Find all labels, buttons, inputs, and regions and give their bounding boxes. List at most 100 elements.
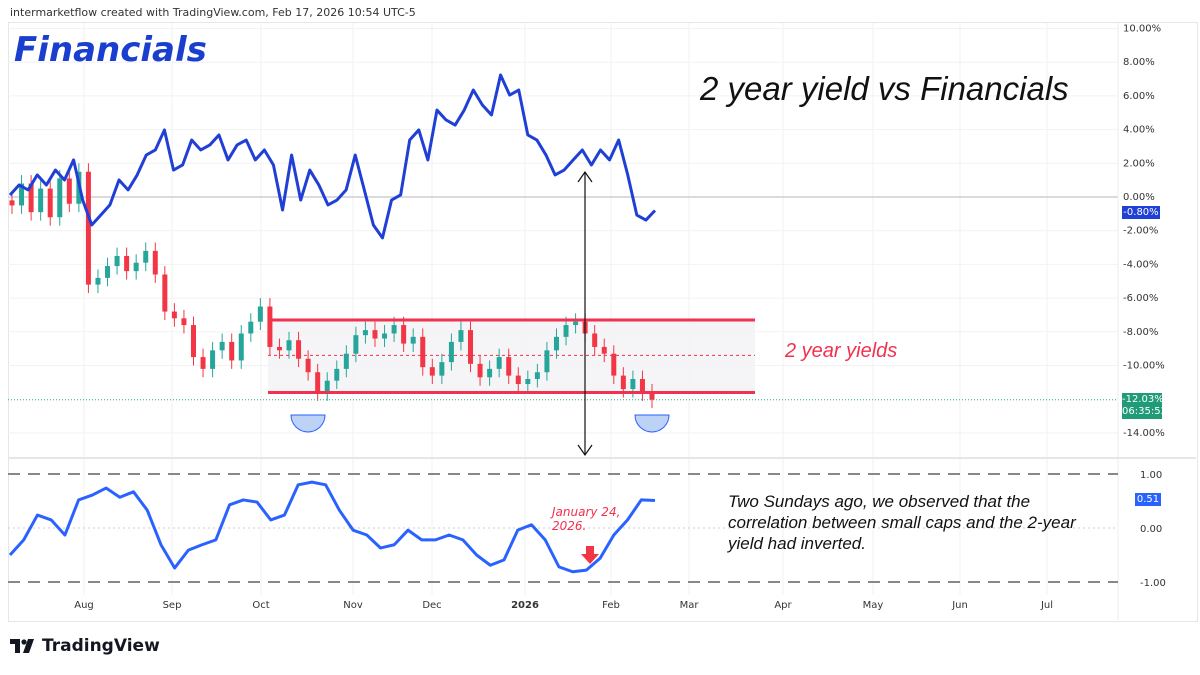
candle — [286, 340, 292, 351]
candle — [563, 325, 569, 337]
y-tick-label: -4.00% — [1123, 259, 1158, 270]
candle — [152, 250, 158, 275]
candle — [573, 321, 579, 326]
candle — [219, 341, 225, 351]
candle — [372, 330, 378, 339]
y-tick-label: 2.00% — [1123, 158, 1155, 169]
x-tick-label: Nov — [343, 600, 363, 611]
candle — [649, 392, 655, 400]
x-tick-label: Apr — [774, 600, 792, 611]
candle — [105, 266, 111, 278]
correlation-tick-label: 1.00 — [1140, 470, 1162, 481]
candle — [382, 333, 388, 339]
candle — [171, 311, 177, 319]
candle — [190, 325, 196, 358]
financials-title: Financials — [14, 30, 207, 70]
arrow-up-head — [577, 170, 593, 183]
x-tick-label: Sep — [163, 600, 182, 611]
y-tick-label: 8.00% — [1123, 57, 1155, 68]
y-tick-label: 0.00% — [1123, 192, 1155, 203]
x-tick-label: Dec — [422, 600, 441, 611]
candle — [620, 375, 626, 390]
candle — [85, 171, 91, 285]
x-tick-label: Feb — [602, 600, 620, 611]
candle — [133, 262, 139, 272]
date-note: January 24, 2026. — [552, 505, 621, 533]
candle — [66, 178, 72, 204]
y-tick-label: -14.00% — [1123, 428, 1165, 439]
candle — [525, 378, 531, 385]
yield-label: 2 year yields — [785, 340, 898, 362]
candle — [28, 183, 34, 213]
candle — [639, 378, 645, 393]
correlation-tick-label: -1.00 — [1140, 578, 1166, 589]
chart-credit: intermarketflow created with TradingView… — [10, 6, 416, 19]
candle — [257, 306, 263, 322]
yield-value: -12.03% — [1122, 394, 1164, 405]
candle — [515, 375, 521, 385]
candle — [477, 363, 483, 378]
candle — [630, 378, 636, 390]
x-tick-label: Jul — [1040, 600, 1053, 611]
candle — [181, 318, 187, 326]
candle — [601, 346, 607, 354]
financials-line — [8, 73, 657, 240]
candle — [429, 367, 435, 376]
candle — [458, 330, 464, 342]
candle — [124, 255, 130, 272]
financials-price-tag: -0.80% — [1122, 206, 1160, 219]
support-bowl — [634, 414, 670, 433]
chart-frame — [8, 22, 1198, 622]
candle — [401, 325, 407, 344]
candle — [410, 336, 416, 344]
channel-fill — [268, 320, 755, 393]
tradingview-logo-icon — [10, 639, 34, 653]
candle — [353, 335, 359, 354]
y-tick-label: 10.00% — [1123, 24, 1161, 35]
x-tick-label: Jun — [951, 600, 968, 611]
candle — [592, 333, 598, 347]
candle — [611, 353, 617, 376]
candle — [324, 380, 330, 393]
candle — [296, 340, 302, 359]
x-tick-label: Mar — [680, 600, 700, 611]
y-tick-label: -8.00% — [1123, 327, 1158, 338]
y-tick-label: -10.00% — [1123, 361, 1165, 372]
red-down-arrow-icon — [581, 546, 599, 564]
candle — [238, 333, 244, 361]
candle — [534, 372, 540, 379]
candle — [143, 250, 149, 263]
correlation-tick-label: 0.00 — [1140, 524, 1162, 535]
candle — [38, 188, 44, 213]
candle — [47, 188, 53, 218]
candle — [391, 325, 397, 334]
arrow-down-head — [577, 444, 593, 457]
y-tick-label: 4.00% — [1123, 125, 1155, 136]
candle — [468, 330, 474, 364]
candle — [114, 255, 120, 267]
y-tick-label: -6.00% — [1123, 293, 1158, 304]
tradingview-logo[interactable]: TradingView — [10, 636, 160, 656]
candle — [343, 353, 349, 369]
candle — [200, 357, 206, 369]
x-tick-label: Oct — [252, 600, 269, 611]
candle — [305, 358, 311, 373]
candle — [553, 336, 559, 351]
yield-price-tag: -12.03% 06:35:53 — [1122, 393, 1167, 419]
candle — [315, 372, 321, 393]
x-tick-label: May — [863, 600, 884, 611]
candle — [95, 277, 101, 285]
candle — [276, 346, 282, 351]
candle — [496, 357, 502, 369]
candle — [229, 341, 235, 361]
candle — [487, 368, 493, 378]
candle — [420, 336, 426, 368]
note-text: Two Sundays ago, we observed that the co… — [728, 492, 1076, 553]
candle — [248, 321, 254, 334]
y-tick-label: -2.00% — [1123, 226, 1158, 237]
support-bowl — [290, 414, 326, 433]
candle — [57, 178, 63, 218]
chart-title: 2 year yield vs Financials — [700, 70, 1069, 107]
candle — [544, 350, 550, 373]
